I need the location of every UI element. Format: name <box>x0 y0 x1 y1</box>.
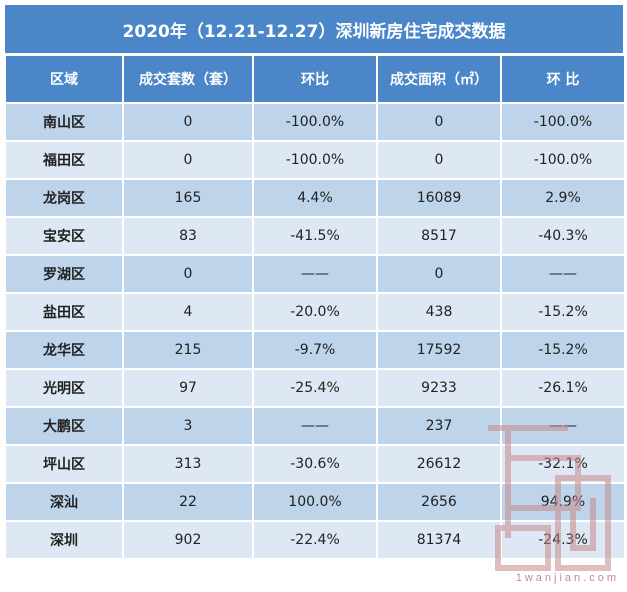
table-row: 罗湖区 0 —— 0 —— <box>4 254 626 294</box>
table-row: 宝安区 83 -41.5% 8517 -40.3% <box>4 216 626 256</box>
cell-area-change: -24.3% <box>500 520 626 560</box>
table-body: 南山区 0 -100.0% 0 -100.0% 福田区 0 -100.0% 0 -100.0% 龙岗… <box>4 102 626 560</box>
cell-region: 深圳 <box>4 520 124 560</box>
column-header-units-change: 环比 <box>252 54 378 104</box>
column-header-region: 区域 <box>4 54 124 104</box>
cell-units-change: -9.7% <box>252 330 378 370</box>
column-header-units: 成交套数（套） <box>122 54 254 104</box>
cell-units: 3 <box>122 406 254 446</box>
column-header-area: 成交面积（㎡） <box>376 54 502 104</box>
cell-area-change: —— <box>500 254 626 294</box>
cell-units: 215 <box>122 330 254 370</box>
cell-area: 81374 <box>376 520 502 560</box>
cell-units-change: -100.0% <box>252 102 378 142</box>
cell-area-change: 94.9% <box>500 482 626 522</box>
table-row: 大鹏区 3 —— 237 —— <box>4 406 626 446</box>
cell-area: 0 <box>376 140 502 180</box>
cell-area: 0 <box>376 102 502 142</box>
cell-units-change: 4.4% <box>252 178 378 218</box>
watermark-text: 1wanjian.com <box>515 572 619 584</box>
cell-units: 22 <box>122 482 254 522</box>
cell-area: 26612 <box>376 444 502 484</box>
cell-units-change: -25.4% <box>252 368 378 408</box>
table-row: 深圳 902 -22.4% 81374 -24.3% <box>4 520 626 560</box>
cell-region: 福田区 <box>4 140 124 180</box>
table-row: 深汕 22 100.0% 2656 94.9% <box>4 482 626 522</box>
cell-region: 龙岗区 <box>4 178 124 218</box>
cell-units-change: -41.5% <box>252 216 378 256</box>
table-row: 光明区 97 -25.4% 9233 -26.1% <box>4 368 626 408</box>
cell-region: 南山区 <box>4 102 124 142</box>
cell-area-change: -100.0% <box>500 140 626 180</box>
housing-table: 区域 成交套数（套） 环比 成交面积（㎡） 环 比 南山区 0 -100.0% 0 -1… <box>4 54 626 560</box>
column-header-area-change: 环 比 <box>500 54 626 104</box>
cell-units: 165 <box>122 178 254 218</box>
cell-region: 大鹏区 <box>4 406 124 446</box>
cell-region: 光明区 <box>4 368 124 408</box>
cell-area: 438 <box>376 292 502 332</box>
cell-region: 深汕 <box>4 482 124 522</box>
cell-units: 0 <box>122 254 254 294</box>
cell-units: 313 <box>122 444 254 484</box>
cell-area-change: -40.3% <box>500 216 626 256</box>
cell-area: 8517 <box>376 216 502 256</box>
data-table-container: 2020年（12.21-12.27）深圳新房住宅成交数据 区域 成交套数（套） … <box>4 4 626 560</box>
cell-units-change: —— <box>252 406 378 446</box>
cell-area-change: -100.0% <box>500 102 626 142</box>
cell-units: 902 <box>122 520 254 560</box>
table-row: 坪山区 313 -30.6% 26612 -32.1% <box>4 444 626 484</box>
cell-area-change: -15.2% <box>500 292 626 332</box>
cell-area: 9233 <box>376 368 502 408</box>
cell-area: 16089 <box>376 178 502 218</box>
cell-region: 盐田区 <box>4 292 124 332</box>
cell-units: 83 <box>122 216 254 256</box>
cell-region: 龙华区 <box>4 330 124 370</box>
cell-units-change: -22.4% <box>252 520 378 560</box>
cell-region: 宝安区 <box>4 216 124 256</box>
cell-area: 17592 <box>376 330 502 370</box>
table-row: 龙华区 215 -9.7% 17592 -15.2% <box>4 330 626 370</box>
cell-region: 罗湖区 <box>4 254 124 294</box>
cell-area: 237 <box>376 406 502 446</box>
cell-region: 坪山区 <box>4 444 124 484</box>
cell-units: 97 <box>122 368 254 408</box>
header-row: 区域 成交套数（套） 环比 成交面积（㎡） 环 比 <box>4 54 626 104</box>
cell-units-change: —— <box>252 254 378 294</box>
cell-area-change: -15.2% <box>500 330 626 370</box>
cell-units-change: 100.0% <box>252 482 378 522</box>
cell-area-change: -26.1% <box>500 368 626 408</box>
cell-units-change: -100.0% <box>252 140 378 180</box>
cell-area-change: -32.1% <box>500 444 626 484</box>
cell-area-change: 2.9% <box>500 178 626 218</box>
cell-units-change: -30.6% <box>252 444 378 484</box>
table-row: 盐田区 4 -20.0% 438 -15.2% <box>4 292 626 332</box>
cell-area-change: —— <box>500 406 626 446</box>
table-row: 南山区 0 -100.0% 0 -100.0% <box>4 102 626 142</box>
table-row: 福田区 0 -100.0% 0 -100.0% <box>4 140 626 180</box>
table-row: 龙岗区 165 4.4% 16089 2.9% <box>4 178 626 218</box>
cell-area: 2656 <box>376 482 502 522</box>
cell-area: 0 <box>376 254 502 294</box>
cell-units-change: -20.0% <box>252 292 378 332</box>
cell-units: 4 <box>122 292 254 332</box>
cell-units: 0 <box>122 140 254 180</box>
cell-units: 0 <box>122 102 254 142</box>
table-title: 2020年（12.21-12.27）深圳新房住宅成交数据 <box>4 4 624 54</box>
